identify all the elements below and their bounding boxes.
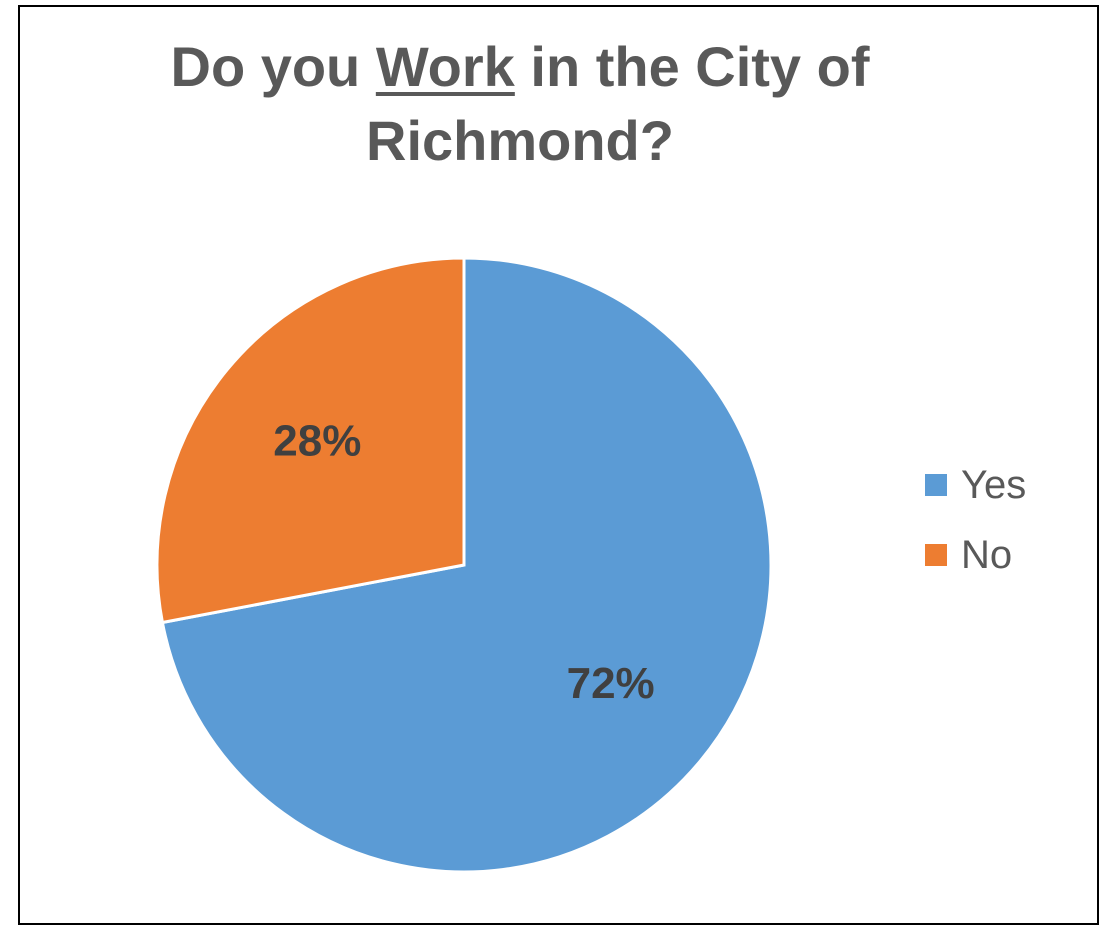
legend: Yes No bbox=[925, 450, 1026, 590]
legend-swatch-yes bbox=[925, 474, 947, 496]
chart-title-part-1: Do you bbox=[170, 35, 376, 98]
chart-title: Do you Work in the City of Richmond? bbox=[0, 30, 1040, 178]
pie-slice-yes bbox=[160, 256, 773, 874]
pie-slice-no bbox=[155, 256, 466, 625]
data-label-yes: 72% bbox=[567, 659, 655, 708]
chart-title-part-4: Richmond? bbox=[366, 109, 674, 172]
legend-item-no: No bbox=[925, 520, 1026, 590]
chart-title-part-3: in the City of bbox=[514, 35, 870, 98]
legend-item-yes: Yes bbox=[925, 450, 1026, 520]
legend-swatch-no bbox=[925, 544, 947, 566]
chart-title-part-2: Work bbox=[375, 35, 515, 98]
data-label-no: 28% bbox=[273, 416, 361, 465]
legend-label-no: No bbox=[961, 532, 1013, 577]
legend-label-yes: Yes bbox=[961, 462, 1027, 507]
